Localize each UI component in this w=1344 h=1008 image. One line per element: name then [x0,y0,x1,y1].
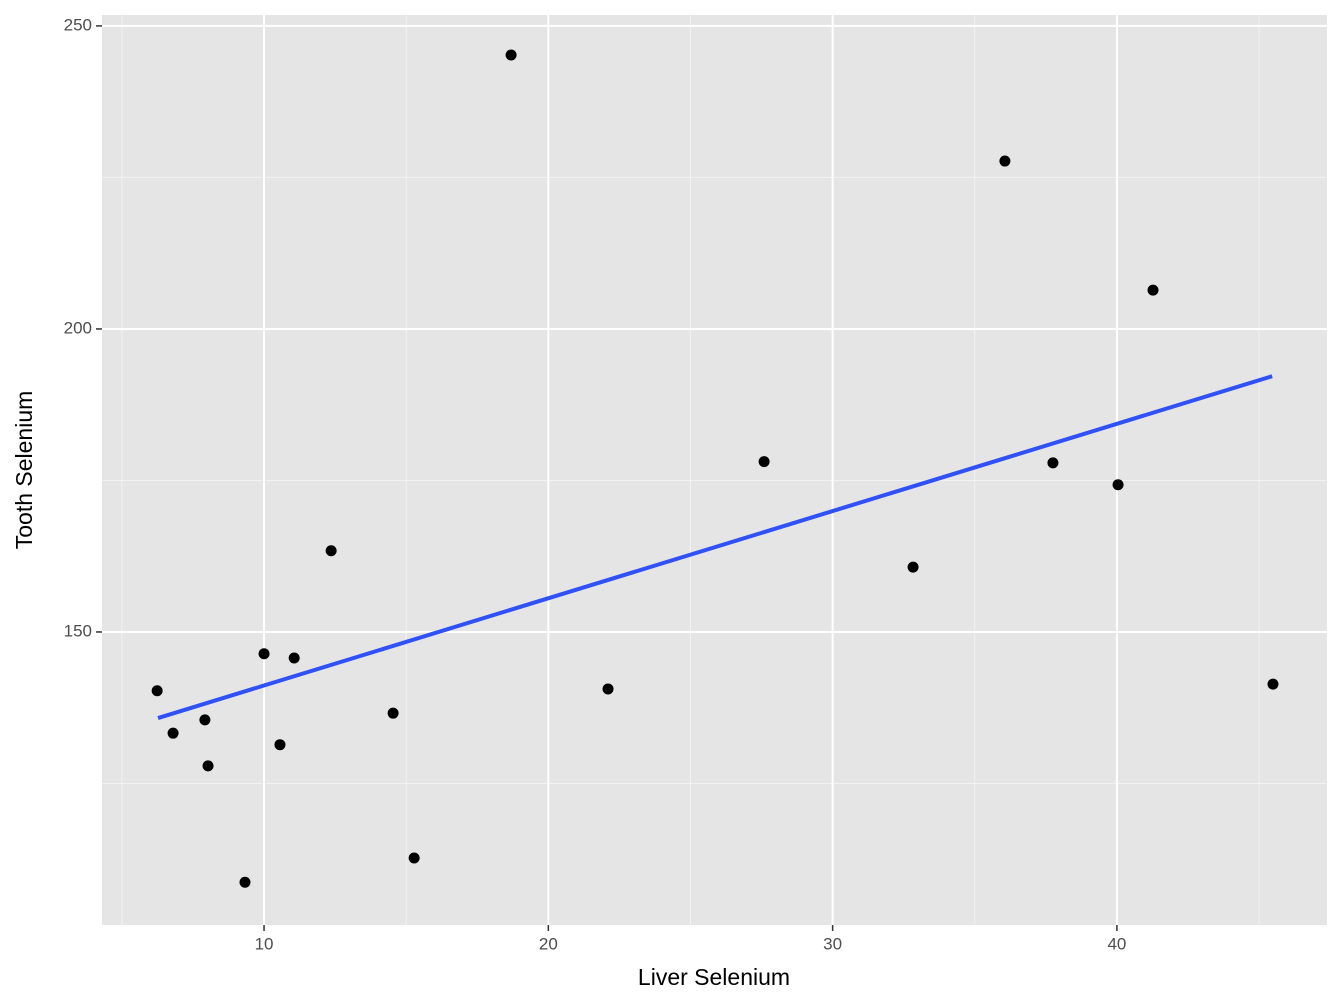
point [167,727,179,739]
x-tick-label: 30 [823,934,842,953]
x-tick-label: 10 [255,934,274,953]
point [274,739,286,751]
x-tick-label: 40 [1107,934,1126,953]
y-tick-label: 200 [64,318,92,337]
fit-line [157,374,1273,720]
x-axis-title: Liver Selenium [638,964,790,990]
point [387,707,399,719]
panel [102,15,1327,925]
point [199,714,211,726]
y-tick-label: 150 [64,621,92,640]
point [1147,284,1159,296]
point [505,49,517,61]
point [1047,457,1059,469]
y-tick-label: 250 [64,15,92,34]
point [999,155,1011,167]
point [258,648,270,660]
point [325,545,337,557]
x-tick-label: 20 [539,934,558,953]
y-axis-title: Tooth Selenium [11,391,37,550]
point [408,852,420,864]
point [602,683,614,695]
point [202,760,214,772]
point [151,685,163,697]
point [1112,479,1124,491]
point [239,876,251,888]
point [907,561,919,573]
point [758,456,770,468]
point [288,652,300,664]
point [1267,678,1279,690]
